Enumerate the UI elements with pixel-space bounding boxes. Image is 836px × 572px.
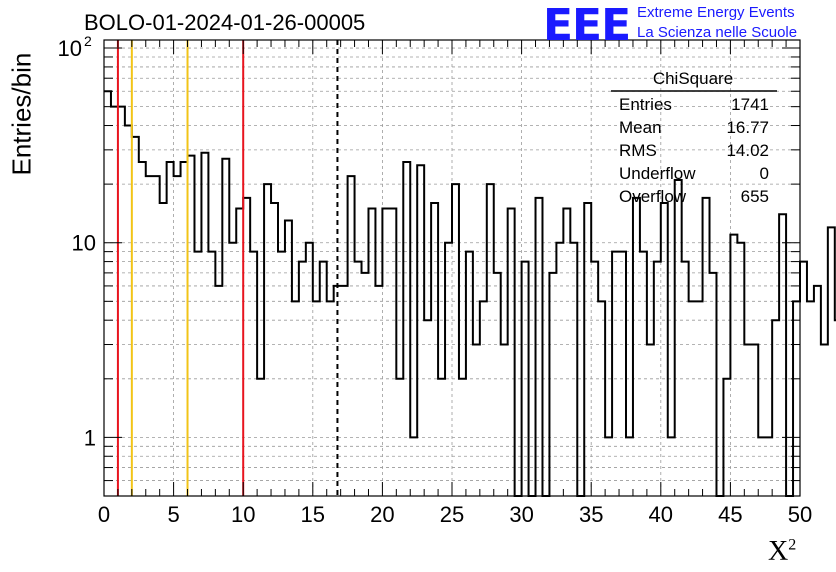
x-tick-label: 50 bbox=[788, 502, 812, 527]
x-tick-label: 20 bbox=[370, 502, 394, 527]
x-tick-label: 45 bbox=[718, 502, 742, 527]
reference-lines bbox=[116, 40, 339, 496]
stats-label: Entries bbox=[619, 95, 672, 114]
logo-subtitle-2: La Scienza nelle Scuole bbox=[637, 24, 798, 41]
stats-label: Overflow bbox=[619, 187, 687, 206]
stats-value: 1741 bbox=[731, 95, 769, 114]
stats-value: 0 bbox=[760, 164, 769, 183]
gridlines bbox=[104, 40, 800, 496]
y-tick-label: 10 bbox=[72, 231, 96, 256]
y-axis-label: Entries/bin bbox=[6, 52, 37, 176]
y-tick-label: 1 bbox=[84, 425, 96, 450]
stats-label: Underflow bbox=[619, 164, 696, 183]
stats-label: Mean bbox=[619, 118, 662, 137]
x-tick-label: 15 bbox=[301, 502, 325, 527]
stats-box: ChiSquare Entries 1741 Mean 16.77 RMS 14.02 Und… bbox=[611, 69, 777, 206]
x-tick-label: 25 bbox=[440, 502, 464, 527]
x-tick-label: 35 bbox=[579, 502, 603, 527]
stats-value: 14.02 bbox=[726, 141, 769, 160]
x-tick-label: 5 bbox=[167, 502, 179, 527]
y-tick-label-sup: 2 bbox=[84, 33, 92, 49]
chart-title: BOLO-01-2024-01-26-00005 bbox=[84, 10, 366, 35]
histogram-steps bbox=[104, 90, 836, 497]
logo-subtitle-1: Extreme Energy Events bbox=[637, 4, 795, 21]
x-tick-label: 0 bbox=[98, 502, 110, 527]
histogram bbox=[104, 90, 836, 497]
eee-logo: EEE bbox=[543, 0, 631, 51]
y-tick-label: 10 bbox=[58, 36, 82, 61]
stats-value: 16.77 bbox=[726, 118, 769, 137]
x-tick-label: 10 bbox=[231, 502, 255, 527]
stats-label: RMS bbox=[619, 141, 657, 160]
stats-value: 655 bbox=[741, 187, 769, 206]
x-axis-label-text: Χ bbox=[768, 536, 789, 567]
x-tick-label: 40 bbox=[649, 502, 673, 527]
x-axis-label: Χ2 bbox=[768, 536, 796, 568]
x-axis-label-sup: 2 bbox=[788, 536, 797, 554]
x-tick-label: 30 bbox=[509, 502, 533, 527]
stats-title: ChiSquare bbox=[653, 69, 733, 88]
